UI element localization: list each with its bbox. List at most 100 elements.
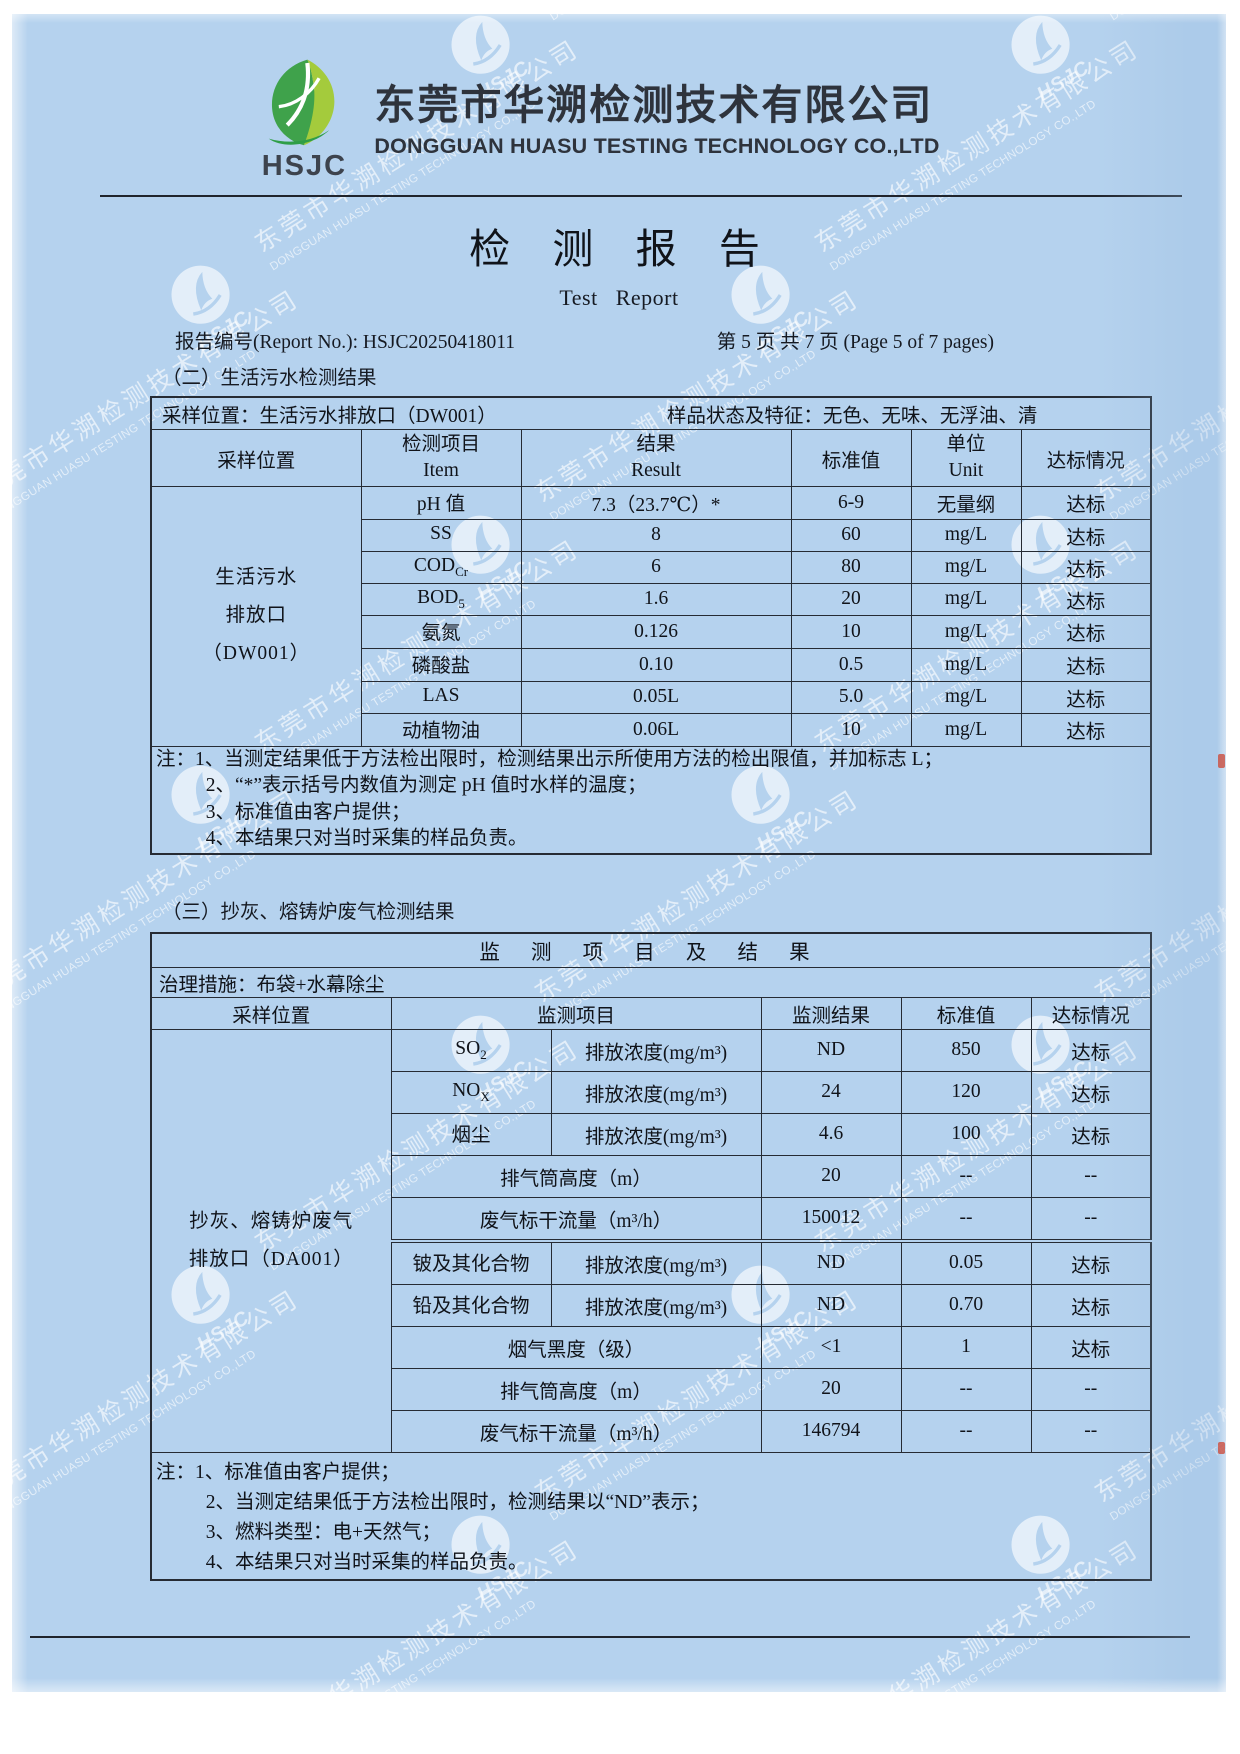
company-name-cn: 东莞市华溯检测技术有限公司 <box>374 82 934 128</box>
status-cell: 达标 <box>1020 712 1152 747</box>
status-cell: 达标 <box>1030 1028 1152 1072</box>
fluegas-results-table: 监 测 项 目 及 结 果 治理措施：布袋+水幕除尘 采样位置 监测项目 监测结… <box>150 931 1152 1581</box>
sample-info-cell: 采样位置：生活污水排放口（DW001） 样品状态及特征：无色、无味、无浮油、清 <box>150 396 1152 430</box>
red-edge-mark <box>1218 754 1225 768</box>
wastewater-notes: 注：1、当测定结果低于方法检出限时，检测结果出示所使用方法的检出限值，并加标志 … <box>150 745 1152 855</box>
unit-cell: mg/L <box>910 518 1022 552</box>
note-line: 注：1、标准值由客户提供； <box>156 1461 400 1483</box>
item-cell: CODCr <box>360 550 522 584</box>
header-divider <box>100 195 1182 197</box>
param-cell: 排放浓度(mg/m³) <box>550 1283 762 1327</box>
company-header: HSJC 东莞市华溯检测技术有限公司 DONGGUAN HUASU TESTIN… <box>12 58 1204 183</box>
page-content: HSJC 东莞市华溯检测技术有限公司 DONGGUAN HUASU TESTIN… <box>12 14 1226 1581</box>
footer-divider <box>30 1636 1190 1638</box>
section2-heading: （二）生活污水检测结果 <box>162 368 377 389</box>
note-line: 2、“*”表示括号内数值为测定 pH 值时水样的温度； <box>205 775 647 797</box>
result-cell: 4.6 <box>760 1112 902 1156</box>
param-cell: 排放浓度(mg/m³) <box>550 1028 762 1072</box>
fluegas-notes: 注：1、标准值由客户提供； 2、当测定结果低于方法检出限时，检测结果以“ND”表… <box>150 1451 1152 1581</box>
report-title-en: Test Report <box>559 285 679 310</box>
item-cell: SO2 <box>390 1028 552 1072</box>
table-header-row: 采样位置 检测项目 Item 结果 Result 标准值 单位 Unit 达标情… <box>150 429 1152 487</box>
result-cell: 24 <box>760 1070 902 1114</box>
col-location: 采样位置 <box>150 429 362 487</box>
col-item: 检测项目 Item <box>360 429 522 487</box>
unit-cell: mg/L <box>910 647 1022 682</box>
section3-heading: （三）抄灰、熔铸炉废气检测结果 <box>162 901 455 923</box>
col-result: 监测结果 <box>760 996 902 1030</box>
item-cell: 氨氮 <box>360 614 522 649</box>
item-cell: 废气标干流量（m³/h） <box>390 1409 762 1453</box>
report-meta: 报告编号(Report No.): HSJC20250418011 第 5 页 … <box>12 325 1226 354</box>
status-cell: 达标 <box>1030 1325 1152 1369</box>
note-line: 4、本结果只对当时采集的样品负责。 <box>205 828 528 850</box>
result-cell: 0.10 <box>520 647 792 682</box>
standard-cell: 20 <box>790 582 912 616</box>
status-cell: 达标 <box>1020 614 1152 649</box>
col-location: 采样位置 <box>150 996 392 1030</box>
result-cell: ND <box>760 1238 902 1285</box>
result-cell: 7.3（23.7℃）* <box>520 486 792 520</box>
result-cell: 0.05L <box>520 680 792 714</box>
standard-cell: 1 <box>900 1325 1032 1369</box>
note-line: 2、当测定结果低于方法检出限时，检测结果以“ND”表示； <box>205 1491 710 1513</box>
item-cell: 排气筒高度（m） <box>390 1367 762 1411</box>
result-cell: 1.6 <box>520 582 792 616</box>
report-number: 报告编号(Report No.): HSJC20250418011 <box>175 332 515 353</box>
result-cell: ND <box>760 1283 902 1327</box>
status-cell: -- <box>1030 1409 1152 1453</box>
status-cell: 达标 <box>1030 1070 1152 1114</box>
col-status: 达标情况 <box>1020 429 1152 487</box>
standard-cell: 10 <box>790 712 912 747</box>
standard-cell: 10 <box>790 614 912 649</box>
logo-hsjc-text: HSJC <box>261 150 348 182</box>
company-names: 东莞市华溯检测技术有限公司 DONGGUAN HUASU TESTING TEC… <box>374 58 939 159</box>
table-row: 抄灰、熔铸炉废气 排放口（DA001） SO2 排放浓度(mg/m³) ND 8… <box>150 1028 1152 1453</box>
item-cell: 动植物油 <box>360 712 522 747</box>
result-cell: <1 <box>760 1325 902 1369</box>
treatment-measure: 治理措施：布袋+水幕除尘 <box>150 966 1152 998</box>
note-line: 注：1、当测定结果低于方法检出限时，检测结果出示所使用方法的检出限值，并加标志 … <box>156 748 944 770</box>
company-name-en: DONGGUAN HUASU TESTING TECHNOLOGY CO.,LT… <box>374 134 940 159</box>
result-cell: ND <box>760 1028 902 1072</box>
item-cell: 铍及其化合物 <box>390 1238 552 1285</box>
col-standard: 标准值 <box>900 996 1032 1030</box>
table-row: 注：1、当测定结果低于方法检出限时，检测结果出示所使用方法的检出限值，并加标志 … <box>150 745 1152 855</box>
report-title-cn: 检 测 报 告 <box>469 226 769 272</box>
standard-cell: 0.5 <box>790 647 912 682</box>
item-cell: 磷酸盐 <box>360 647 522 682</box>
table-row: 生活污水 排放口 （DW001） pH 值 7.3（23.7℃）* 6-9 无量… <box>150 486 1152 747</box>
table-title-row: 监 测 项 目 及 结 果 <box>150 932 1152 968</box>
monitoring-title: 监 测 项 目 及 结 果 <box>150 932 1152 968</box>
leaf-logo-icon <box>269 59 335 146</box>
standard-cell: 120 <box>900 1070 1032 1114</box>
col-result: 结果 Result <box>520 429 792 487</box>
standard-cell: 60 <box>790 518 912 552</box>
standard-cell: 850 <box>900 1028 1032 1072</box>
item-cell: SS <box>360 518 522 552</box>
result-cell: 150012 <box>760 1196 902 1242</box>
standard-cell: -- <box>900 1196 1032 1242</box>
result-cell: 20 <box>760 1154 902 1198</box>
param-cell: 排放浓度(mg/m³) <box>550 1112 762 1156</box>
red-edge-mark <box>1218 1442 1225 1454</box>
item-cell: 烟气黑度（级） <box>390 1325 762 1369</box>
status-cell: 达标 <box>1020 582 1152 616</box>
page-indicator: 第 5 页 共 7 页 (Page 5 of 7 pages) <box>716 332 994 353</box>
item-cell: 废气标干流量（m³/h） <box>390 1196 762 1242</box>
status-cell: 达标 <box>1030 1283 1152 1327</box>
unit-cell: 无量纲 <box>910 486 1022 520</box>
param-cell: 排放浓度(mg/m³) <box>550 1238 762 1285</box>
result-cell: 20 <box>760 1367 902 1411</box>
status-cell: 达标 <box>1030 1112 1152 1156</box>
unit-cell: mg/L <box>910 550 1022 584</box>
standard-cell: 100 <box>900 1112 1032 1156</box>
table-row: 注：1、标准值由客户提供； 2、当测定结果低于方法检出限时，检测结果以“ND”表… <box>150 1451 1152 1581</box>
standard-cell: -- <box>900 1409 1032 1453</box>
item-cell: 排气筒高度（m） <box>390 1154 762 1198</box>
table-row: 采样位置：生活污水排放口（DW001） 样品状态及特征：无色、无味、无浮油、清 <box>150 396 1152 430</box>
standard-cell: 5.0 <box>790 680 912 714</box>
note-line: 4、本结果只对当时采集的样品负责。 <box>205 1552 528 1574</box>
note-line: 3、标准值由客户提供； <box>205 801 411 823</box>
status-cell: 达标 <box>1020 486 1152 520</box>
